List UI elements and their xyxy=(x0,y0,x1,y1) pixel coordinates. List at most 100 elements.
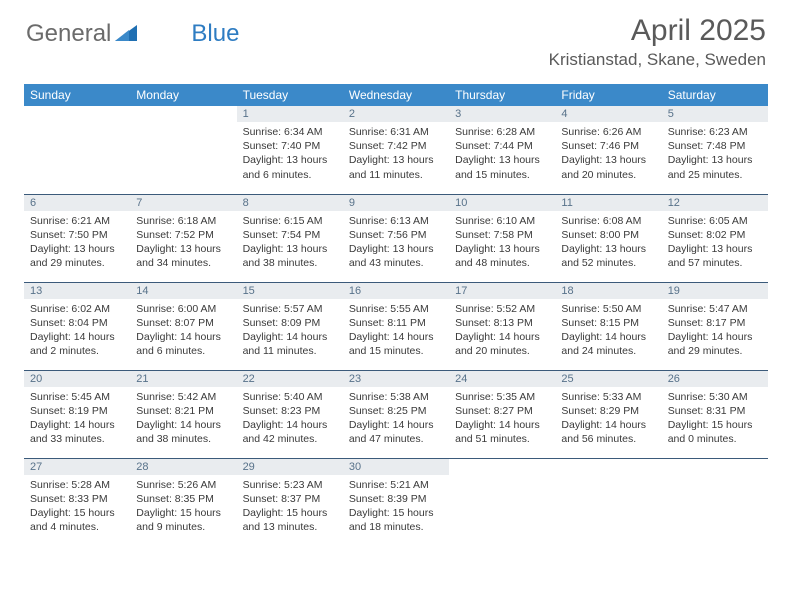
day-number: 21 xyxy=(130,371,236,387)
weekday-header: Wednesday xyxy=(343,84,449,106)
page-title: April 2025 xyxy=(549,14,766,48)
day-number: 3 xyxy=(449,106,555,122)
day-details: Sunrise: 6:02 AMSunset: 8:04 PMDaylight:… xyxy=(24,299,130,363)
day-details: Sunrise: 6:21 AMSunset: 7:50 PMDaylight:… xyxy=(24,211,130,275)
calendar-day-cell: 12Sunrise: 6:05 AMSunset: 8:02 PMDayligh… xyxy=(662,194,768,282)
calendar-day-cell: 9Sunrise: 6:13 AMSunset: 7:56 PMDaylight… xyxy=(343,194,449,282)
calendar-day-cell: 23Sunrise: 5:38 AMSunset: 8:25 PMDayligh… xyxy=(343,370,449,458)
brand-logo: General Blue xyxy=(26,20,239,48)
day-details: Sunrise: 6:05 AMSunset: 8:02 PMDaylight:… xyxy=(662,211,768,275)
calendar-week-row: 20Sunrise: 5:45 AMSunset: 8:19 PMDayligh… xyxy=(24,370,768,458)
calendar-day-cell: 10Sunrise: 6:10 AMSunset: 7:58 PMDayligh… xyxy=(449,194,555,282)
calendar-week-row: 6Sunrise: 6:21 AMSunset: 7:50 PMDaylight… xyxy=(24,194,768,282)
day-details: Sunrise: 5:38 AMSunset: 8:25 PMDaylight:… xyxy=(343,387,449,451)
calendar-day-cell: 15Sunrise: 5:57 AMSunset: 8:09 PMDayligh… xyxy=(237,282,343,370)
calendar-day-cell: 19Sunrise: 5:47 AMSunset: 8:17 PMDayligh… xyxy=(662,282,768,370)
day-number: 8 xyxy=(237,195,343,211)
weekday-header: Monday xyxy=(130,84,236,106)
weekday-header: Tuesday xyxy=(237,84,343,106)
calendar-day-cell: 13Sunrise: 6:02 AMSunset: 8:04 PMDayligh… xyxy=(24,282,130,370)
day-details: Sunrise: 6:34 AMSunset: 7:40 PMDaylight:… xyxy=(237,122,343,186)
weekday-header: Sunday xyxy=(24,84,130,106)
day-number: 2 xyxy=(343,106,449,122)
calendar-day-cell: 8Sunrise: 6:15 AMSunset: 7:54 PMDaylight… xyxy=(237,194,343,282)
day-number: 12 xyxy=(662,195,768,211)
day-details: Sunrise: 5:23 AMSunset: 8:37 PMDaylight:… xyxy=(237,475,343,539)
day-details: Sunrise: 5:47 AMSunset: 8:17 PMDaylight:… xyxy=(662,299,768,363)
brand-triangle-icon xyxy=(115,20,137,48)
title-block: April 2025 Kristianstad, Skane, Sweden xyxy=(549,14,766,70)
day-details: Sunrise: 6:31 AMSunset: 7:42 PMDaylight:… xyxy=(343,122,449,186)
day-number: 24 xyxy=(449,371,555,387)
day-number: 4 xyxy=(555,106,661,122)
calendar-day-cell: 22Sunrise: 5:40 AMSunset: 8:23 PMDayligh… xyxy=(237,370,343,458)
weekday-row: SundayMondayTuesdayWednesdayThursdayFrid… xyxy=(24,84,768,106)
day-number: 15 xyxy=(237,283,343,299)
calendar-day-cell: 29Sunrise: 5:23 AMSunset: 8:37 PMDayligh… xyxy=(237,458,343,546)
calendar-day-cell: 11Sunrise: 6:08 AMSunset: 8:00 PMDayligh… xyxy=(555,194,661,282)
day-number: 13 xyxy=(24,283,130,299)
calendar-day-cell: 7Sunrise: 6:18 AMSunset: 7:52 PMDaylight… xyxy=(130,194,236,282)
calendar-day-cell: 16Sunrise: 5:55 AMSunset: 8:11 PMDayligh… xyxy=(343,282,449,370)
day-details: Sunrise: 5:35 AMSunset: 8:27 PMDaylight:… xyxy=(449,387,555,451)
day-details: Sunrise: 6:08 AMSunset: 8:00 PMDaylight:… xyxy=(555,211,661,275)
calendar-day-cell: 26Sunrise: 5:30 AMSunset: 8:31 PMDayligh… xyxy=(662,370,768,458)
day-number: 29 xyxy=(237,459,343,475)
calendar-day-cell: 17Sunrise: 5:52 AMSunset: 8:13 PMDayligh… xyxy=(449,282,555,370)
calendar-day-cell: 25Sunrise: 5:33 AMSunset: 8:29 PMDayligh… xyxy=(555,370,661,458)
calendar-day-cell: 21Sunrise: 5:42 AMSunset: 8:21 PMDayligh… xyxy=(130,370,236,458)
calendar-day-cell: 28Sunrise: 5:26 AMSunset: 8:35 PMDayligh… xyxy=(130,458,236,546)
day-details: Sunrise: 6:10 AMSunset: 7:58 PMDaylight:… xyxy=(449,211,555,275)
day-number: 10 xyxy=(449,195,555,211)
day-details: Sunrise: 6:28 AMSunset: 7:44 PMDaylight:… xyxy=(449,122,555,186)
day-details: Sunrise: 6:13 AMSunset: 7:56 PMDaylight:… xyxy=(343,211,449,275)
calendar-day-cell xyxy=(555,458,661,546)
day-details: Sunrise: 5:33 AMSunset: 8:29 PMDaylight:… xyxy=(555,387,661,451)
day-number: 17 xyxy=(449,283,555,299)
calendar-day-cell: 3Sunrise: 6:28 AMSunset: 7:44 PMDaylight… xyxy=(449,106,555,194)
day-number: 7 xyxy=(130,195,236,211)
calendar-day-cell: 30Sunrise: 5:21 AMSunset: 8:39 PMDayligh… xyxy=(343,458,449,546)
calendar-week-row: 27Sunrise: 5:28 AMSunset: 8:33 PMDayligh… xyxy=(24,458,768,546)
calendar-day-cell xyxy=(662,458,768,546)
day-details: Sunrise: 5:57 AMSunset: 8:09 PMDaylight:… xyxy=(237,299,343,363)
day-number: 14 xyxy=(130,283,236,299)
day-details: Sunrise: 5:50 AMSunset: 8:15 PMDaylight:… xyxy=(555,299,661,363)
day-details: Sunrise: 5:40 AMSunset: 8:23 PMDaylight:… xyxy=(237,387,343,451)
day-details: Sunrise: 5:28 AMSunset: 8:33 PMDaylight:… xyxy=(24,475,130,539)
day-details: Sunrise: 5:55 AMSunset: 8:11 PMDaylight:… xyxy=(343,299,449,363)
calendar-day-cell: 27Sunrise: 5:28 AMSunset: 8:33 PMDayligh… xyxy=(24,458,130,546)
day-number: 30 xyxy=(343,459,449,475)
calendar-day-cell: 5Sunrise: 6:23 AMSunset: 7:48 PMDaylight… xyxy=(662,106,768,194)
calendar-day-cell: 20Sunrise: 5:45 AMSunset: 8:19 PMDayligh… xyxy=(24,370,130,458)
day-number: 28 xyxy=(130,459,236,475)
day-details: Sunrise: 5:52 AMSunset: 8:13 PMDaylight:… xyxy=(449,299,555,363)
weekday-header: Saturday xyxy=(662,84,768,106)
day-number: 9 xyxy=(343,195,449,211)
day-details: Sunrise: 6:26 AMSunset: 7:46 PMDaylight:… xyxy=(555,122,661,186)
calendar-head: SundayMondayTuesdayWednesdayThursdayFrid… xyxy=(24,84,768,106)
calendar-day-cell xyxy=(24,106,130,194)
calendar-day-cell: 6Sunrise: 6:21 AMSunset: 7:50 PMDaylight… xyxy=(24,194,130,282)
day-details: Sunrise: 5:21 AMSunset: 8:39 PMDaylight:… xyxy=(343,475,449,539)
day-details: Sunrise: 6:23 AMSunset: 7:48 PMDaylight:… xyxy=(662,122,768,186)
day-details: Sunrise: 6:15 AMSunset: 7:54 PMDaylight:… xyxy=(237,211,343,275)
calendar-week-row: 13Sunrise: 6:02 AMSunset: 8:04 PMDayligh… xyxy=(24,282,768,370)
brand-part1: General xyxy=(26,20,111,48)
day-number: 22 xyxy=(237,371,343,387)
day-number: 11 xyxy=(555,195,661,211)
day-number: 26 xyxy=(662,371,768,387)
brand-part2: Blue xyxy=(191,20,239,48)
calendar-body: 1Sunrise: 6:34 AMSunset: 7:40 PMDaylight… xyxy=(24,106,768,546)
day-number: 23 xyxy=(343,371,449,387)
header: General Blue April 2025 Kristianstad, Sk… xyxy=(0,0,792,78)
day-number: 25 xyxy=(555,371,661,387)
calendar-day-cell: 18Sunrise: 5:50 AMSunset: 8:15 PMDayligh… xyxy=(555,282,661,370)
weekday-header: Friday xyxy=(555,84,661,106)
day-number: 19 xyxy=(662,283,768,299)
day-details: Sunrise: 5:45 AMSunset: 8:19 PMDaylight:… xyxy=(24,387,130,451)
calendar-day-cell: 24Sunrise: 5:35 AMSunset: 8:27 PMDayligh… xyxy=(449,370,555,458)
day-details: Sunrise: 6:00 AMSunset: 8:07 PMDaylight:… xyxy=(130,299,236,363)
calendar-table: SundayMondayTuesdayWednesdayThursdayFrid… xyxy=(24,84,768,546)
location-text: Kristianstad, Skane, Sweden xyxy=(549,50,766,70)
